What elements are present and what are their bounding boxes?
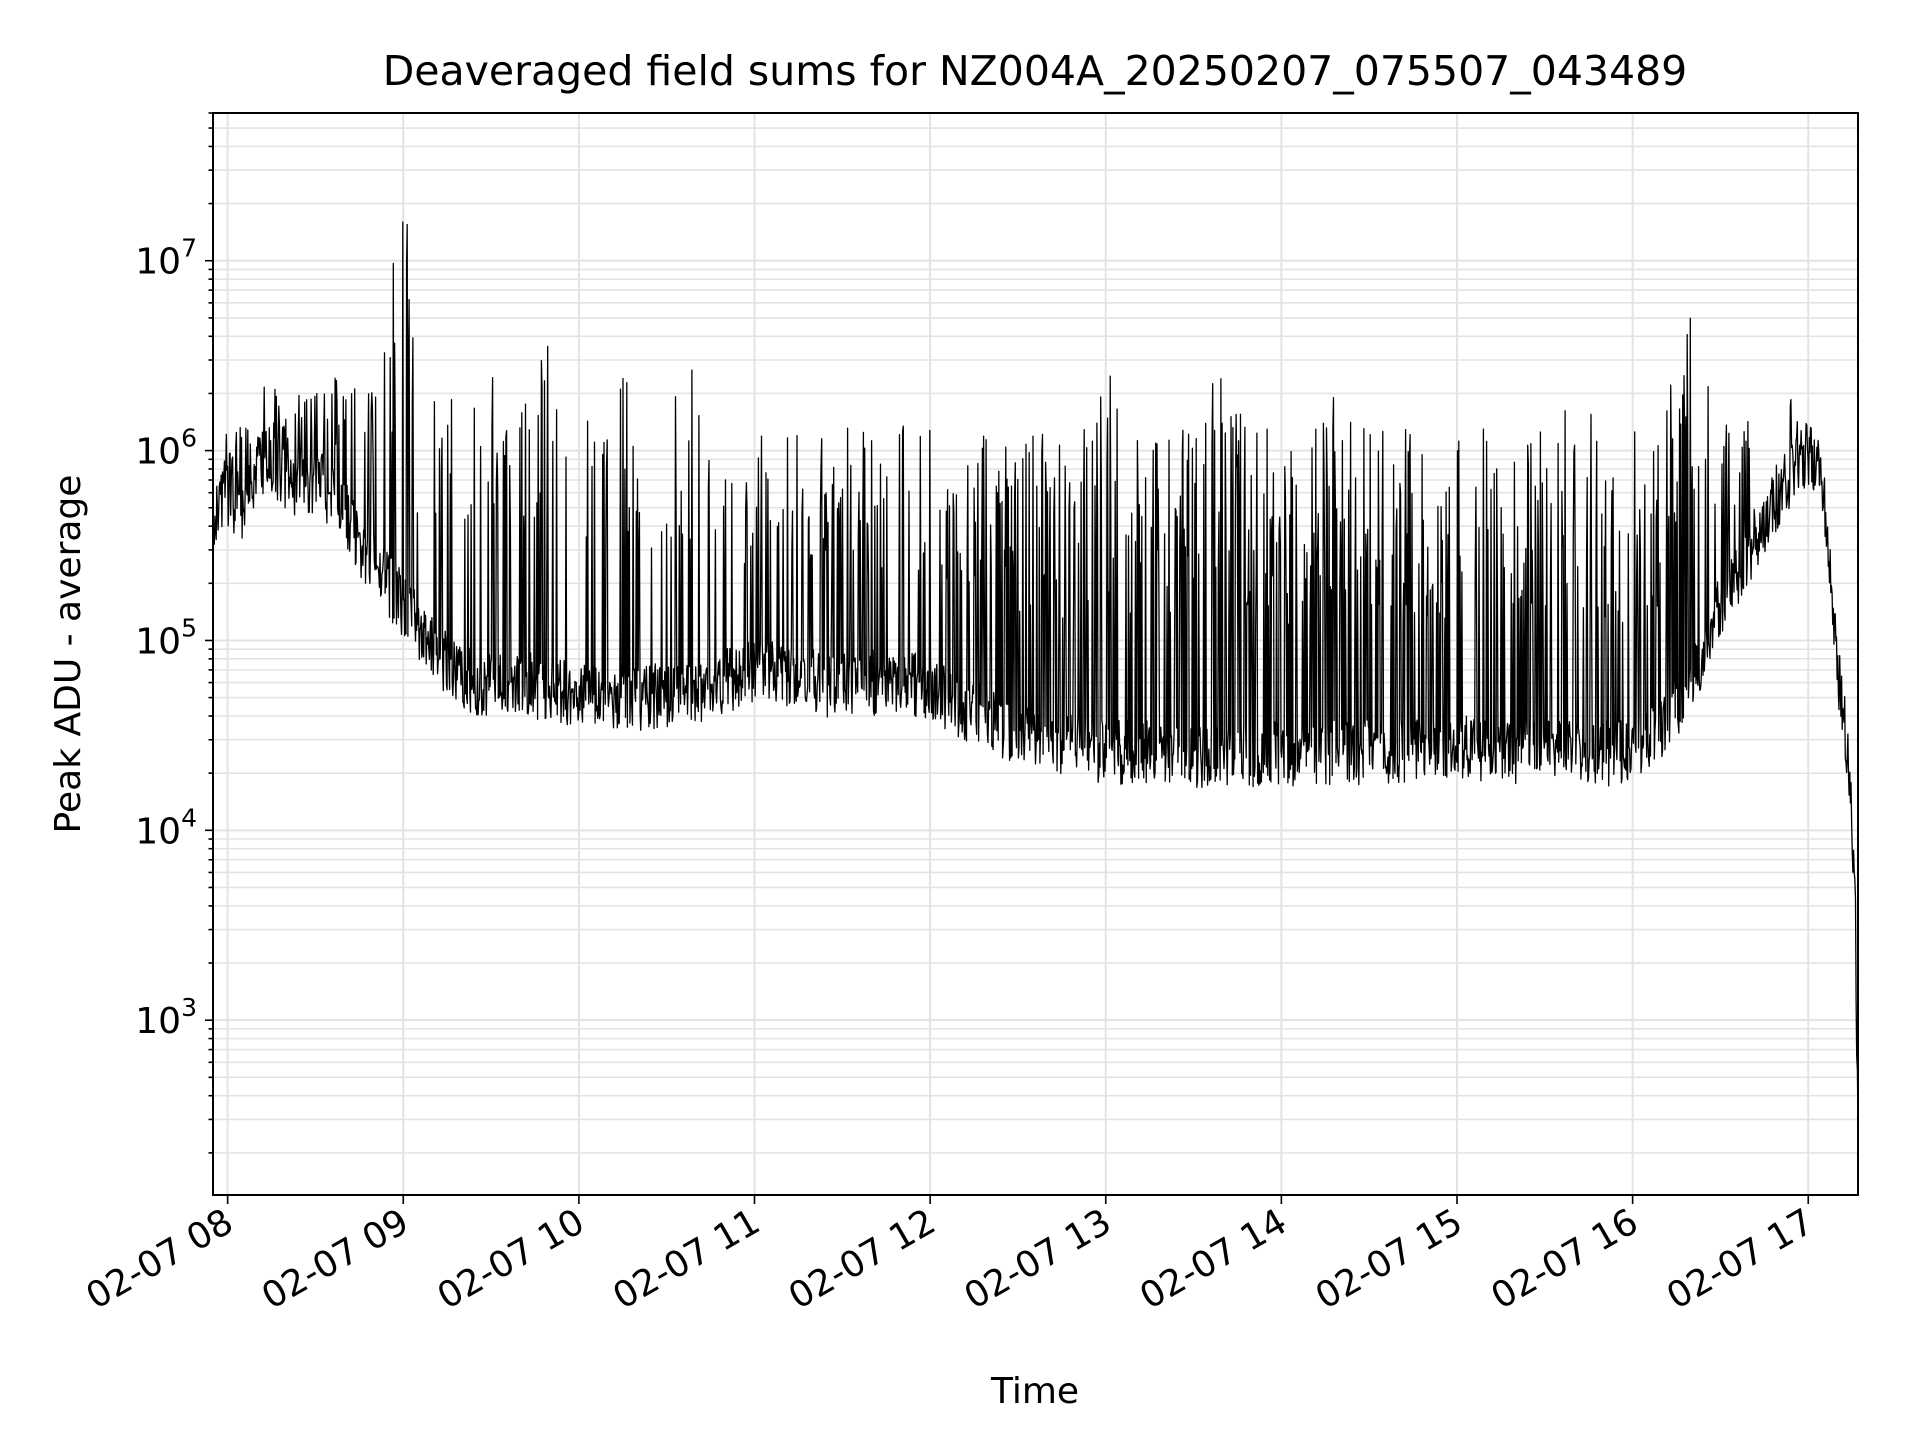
y-tick-label: 104 (135, 803, 197, 852)
y-tick-label: 106 (135, 424, 197, 473)
plot-frame (212, 112, 1859, 1196)
y-axis-label: Peak ADU - average (48, 475, 89, 834)
x-axis-label: Time (990, 1371, 1079, 1412)
y-tick-label: 107 (135, 234, 197, 283)
series-layer (212, 221, 1859, 1131)
chart-title: Deaveraged field sums for NZ004A_2025020… (383, 47, 1688, 95)
series-line (212, 221, 1859, 1131)
y-tick-label: 103 (135, 993, 197, 1042)
y-tick-label: 105 (135, 613, 197, 662)
